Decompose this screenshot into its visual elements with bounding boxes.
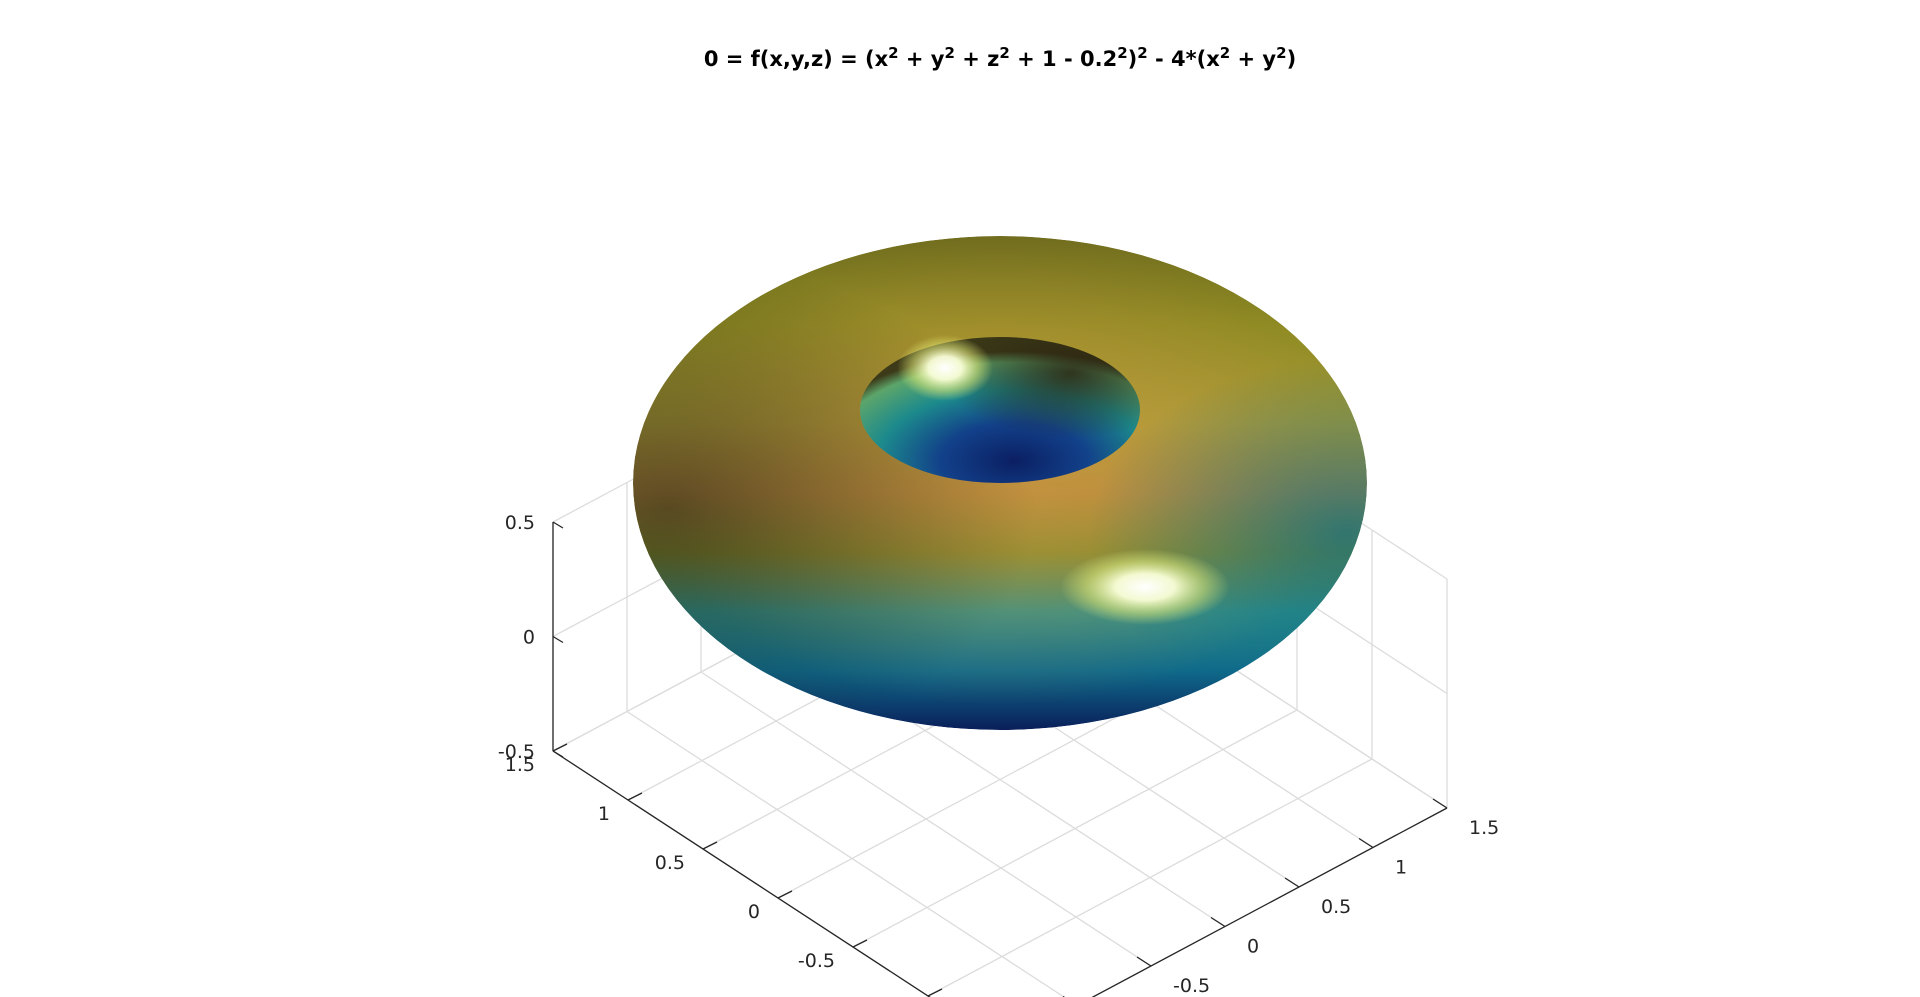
z-tick-label: 0.5 [505, 512, 535, 534]
torus-surface [633, 236, 1367, 730]
x-tick-label: 1.5 [505, 754, 535, 776]
x-tick-mark [702, 841, 718, 850]
grid-line-floor-y [552, 750, 931, 997]
y-tick-mark [1284, 877, 1300, 888]
x-tick-mark [627, 792, 643, 801]
y-tick-mark [1136, 956, 1152, 967]
specular-highlight-top [897, 335, 993, 401]
y-tick-label: -0.5 [1173, 975, 1210, 997]
tick-labels: -1.5-1-0.500.511.5-1.5-1-0.500.511.5-0.5… [498, 512, 1499, 997]
z-tick-mark [552, 635, 564, 644]
grid-line-floor-y [700, 671, 1152, 967]
z-tick-label: -0.5 [498, 741, 535, 763]
y-tick-label: 1.5 [1469, 817, 1499, 839]
x-tick-mark [552, 743, 568, 752]
z-tick-label: 0 [523, 627, 535, 649]
y-tick-label: 1 [1395, 857, 1407, 879]
x-axis-line [552, 750, 931, 997]
chart-title: 0 = f(x,y,z) = (x2 + y2 + z2 + 1 - 0.22)… [704, 44, 1296, 71]
z-tick-mark [552, 750, 564, 758]
x-tick-mark [927, 988, 943, 997]
x-tick-mark [852, 939, 868, 948]
grid-line-floor-x [1091, 807, 1448, 997]
x-tick-mark [777, 890, 793, 899]
x-tick-label: -0.5 [798, 950, 835, 972]
x-tick-label: 0.5 [655, 852, 685, 874]
specular-highlight-front [1060, 549, 1230, 625]
y-tick-label: 0.5 [1321, 896, 1351, 918]
x-tick-label: 1 [598, 803, 610, 825]
y-tick-mark [1432, 798, 1448, 809]
y-axis-line [1091, 807, 1448, 997]
y-tick-label: 0 [1247, 936, 1259, 958]
x-tick-label: 0 [748, 901, 760, 923]
y-tick-mark [1210, 916, 1226, 928]
grid-line-floor-y [626, 710, 1066, 997]
y-tick-mark [1358, 837, 1374, 849]
axes [552, 521, 1448, 997]
z-tick-mark [552, 521, 564, 529]
